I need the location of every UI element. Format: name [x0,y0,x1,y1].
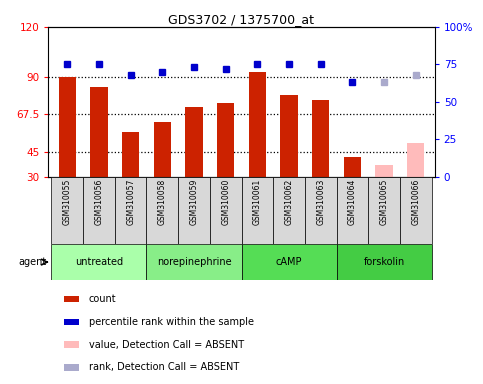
Text: GSM310064: GSM310064 [348,179,357,225]
Bar [280,95,298,177]
Bar [217,103,234,177]
Bar [64,296,79,302]
Text: GSM310059: GSM310059 [189,179,199,225]
Title: GDS3702 / 1375700_at: GDS3702 / 1375700_at [169,13,314,26]
Bar [154,122,171,177]
Bar [407,143,425,177]
Text: percentile rank within the sample: percentile rank within the sample [89,317,254,327]
Bar [249,72,266,177]
Bar [337,244,431,280]
Text: GSM310057: GSM310057 [126,179,135,225]
Bar [273,177,305,244]
Text: GSM310065: GSM310065 [380,179,388,225]
Text: forskolin: forskolin [363,257,405,267]
Bar [90,87,108,177]
Text: value, Detection Call = ABSENT: value, Detection Call = ABSENT [89,339,244,349]
Text: GSM310058: GSM310058 [158,179,167,225]
Bar [400,177,431,244]
Bar [178,177,210,244]
Bar [242,244,337,280]
Text: norepinephrine: norepinephrine [156,257,231,267]
Bar [312,100,329,177]
Bar [305,177,337,244]
Bar [210,177,242,244]
Text: rank, Detection Call = ABSENT: rank, Detection Call = ABSENT [89,362,239,372]
Bar [343,157,361,177]
Text: untreated: untreated [75,257,123,267]
Bar [368,177,400,244]
Bar [64,364,79,371]
Bar [64,341,79,348]
Bar [64,319,79,325]
Text: GSM310062: GSM310062 [284,179,294,225]
Bar [242,177,273,244]
Text: cAMP: cAMP [276,257,302,267]
Text: GSM310066: GSM310066 [411,179,420,225]
Text: GSM310063: GSM310063 [316,179,325,225]
Bar [337,177,368,244]
Text: agent: agent [18,257,47,267]
Bar [52,177,83,244]
Text: GSM310060: GSM310060 [221,179,230,225]
Text: count: count [89,294,116,304]
Bar [375,165,393,177]
Bar [146,177,178,244]
Bar [52,244,146,280]
Text: GSM310056: GSM310056 [95,179,103,225]
Bar [185,107,203,177]
Text: GSM310055: GSM310055 [63,179,72,225]
Bar [83,177,115,244]
Bar [115,177,146,244]
Bar [122,132,140,177]
Bar [58,77,76,177]
Bar [146,244,242,280]
Text: GSM310061: GSM310061 [253,179,262,225]
